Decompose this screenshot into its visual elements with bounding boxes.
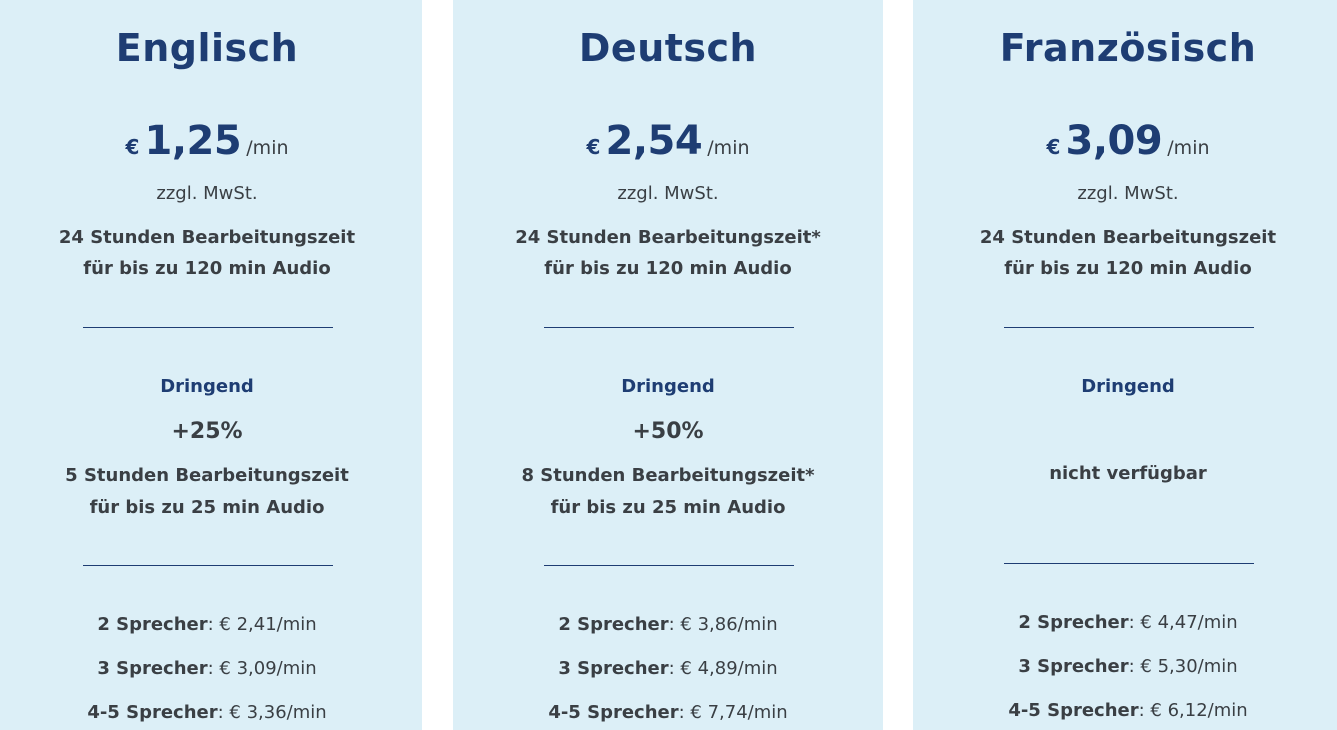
standard-turnaround: 24 Stunden Bearbeitungszeit: [979, 227, 1277, 248]
separator: :: [1128, 656, 1141, 677]
separator: :: [1128, 612, 1141, 633]
price-row: € 2,54 /min: [453, 118, 883, 164]
vat-note: zzgl. MwSt.: [1077, 183, 1179, 204]
separator: :: [207, 658, 220, 679]
standard-turnaround: 24 Stunden Bearbeitungszeit*: [515, 227, 821, 248]
price-unit: /min: [707, 137, 750, 159]
currency-symbol: €: [586, 135, 601, 159]
standard-audio-limit: für bis zu 120 min Audio: [544, 258, 792, 279]
urgent-label: Dringend: [621, 376, 715, 397]
price-row: € 1,25 /min: [0, 118, 422, 164]
speaker-price-row: 4-5 Sprecher: € 3,36/min: [0, 702, 422, 723]
divider: [1004, 563, 1254, 564]
urgent-audio-limit: für bis zu 25 min Audio: [550, 497, 786, 518]
speaker-price-row: 2 Sprecher: € 3,86/min: [453, 614, 883, 635]
urgent-turnaround: 5 Stunden Bearbeitungszeit: [65, 465, 349, 486]
speaker-price: € 5,30/min: [1140, 656, 1238, 677]
divider: [544, 565, 794, 566]
speaker-price: € 4,89/min: [680, 658, 778, 679]
card-title: Englisch: [115, 26, 299, 70]
speaker-price-row: 2 Sprecher: € 2,41/min: [0, 614, 422, 635]
speaker-price-row: 4-5 Sprecher: € 6,12/min: [913, 700, 1337, 721]
urgent-audio-limit: für bis zu 25 min Audio: [89, 497, 325, 518]
speaker-count-label: 4-5 Sprecher: [548, 702, 679, 723]
speaker-price: € 4,47/min: [1140, 612, 1238, 633]
speaker-count-label: 2 Sprecher: [558, 614, 669, 635]
price-amount: 2,54: [605, 118, 703, 164]
speaker-price: € 7,74/min: [690, 702, 788, 723]
currency-symbol: €: [1046, 135, 1061, 159]
separator: :: [217, 702, 230, 723]
card-title: Deutsch: [578, 26, 758, 70]
speaker-price: € 2,41/min: [219, 614, 317, 635]
currency-symbol: €: [125, 135, 140, 159]
separator: :: [668, 658, 681, 679]
divider: [1004, 327, 1254, 328]
standard-audio-limit: für bis zu 120 min Audio: [83, 258, 331, 279]
speaker-count-label: 2 Sprecher: [1018, 612, 1129, 633]
speaker-price: € 3,86/min: [680, 614, 778, 635]
speaker-count-label: 3 Sprecher: [1018, 656, 1129, 677]
separator: :: [678, 702, 691, 723]
price-unit: /min: [246, 137, 289, 159]
divider: [544, 327, 794, 328]
speaker-price-row: 4-5 Sprecher: € 7,74/min: [453, 702, 883, 723]
urgent-label: Dringend: [1081, 376, 1175, 397]
speaker-price-row: 3 Sprecher: € 4,89/min: [453, 658, 883, 679]
urgent-turnaround: 8 Stunden Bearbeitungszeit*: [521, 465, 815, 486]
urgent-unavailable-note: nicht verfügbar: [1049, 463, 1207, 484]
speaker-count-label: 3 Sprecher: [558, 658, 669, 679]
speaker-count-label: 2 Sprecher: [97, 614, 208, 635]
divider: [83, 565, 333, 566]
speaker-price-row: 2 Sprecher: € 4,47/min: [913, 612, 1337, 633]
urgent-surcharge: +50%: [632, 419, 704, 444]
vat-note: zzgl. MwSt.: [617, 183, 719, 204]
speaker-count-label: 4-5 Sprecher: [1008, 700, 1139, 721]
standard-turnaround: 24 Stunden Bearbeitungszeit: [58, 227, 356, 248]
price-unit: /min: [1167, 137, 1210, 159]
vat-note: zzgl. MwSt.: [156, 183, 258, 204]
separator: :: [207, 614, 220, 635]
divider: [83, 327, 333, 328]
pricing-card-franzoesisch: Französisch € 3,09 /min zzgl. MwSt. 24 S…: [913, 0, 1337, 730]
card-title: Französisch: [999, 26, 1257, 70]
speaker-count-label: 3 Sprecher: [97, 658, 208, 679]
separator: :: [668, 614, 681, 635]
speaker-count-label: 4-5 Sprecher: [87, 702, 218, 723]
speaker-price: € 6,12/min: [1150, 700, 1248, 721]
separator: :: [1138, 700, 1151, 721]
pricing-card-deutsch: Deutsch € 2,54 /min zzgl. MwSt. 24 Stund…: [453, 0, 883, 730]
price-row: € 3,09 /min: [913, 118, 1337, 164]
standard-audio-limit: für bis zu 120 min Audio: [1004, 258, 1252, 279]
urgent-surcharge: +25%: [171, 419, 243, 444]
pricing-card-englisch: Englisch € 1,25 /min zzgl. MwSt. 24 Stun…: [0, 0, 422, 730]
price-amount: 1,25: [144, 118, 242, 164]
speaker-price: € 3,36/min: [229, 702, 327, 723]
speaker-price: € 3,09/min: [219, 658, 317, 679]
price-amount: 3,09: [1065, 118, 1163, 164]
speaker-price-row: 3 Sprecher: € 5,30/min: [913, 656, 1337, 677]
speaker-price-row: 3 Sprecher: € 3,09/min: [0, 658, 422, 679]
urgent-label: Dringend: [160, 376, 254, 397]
